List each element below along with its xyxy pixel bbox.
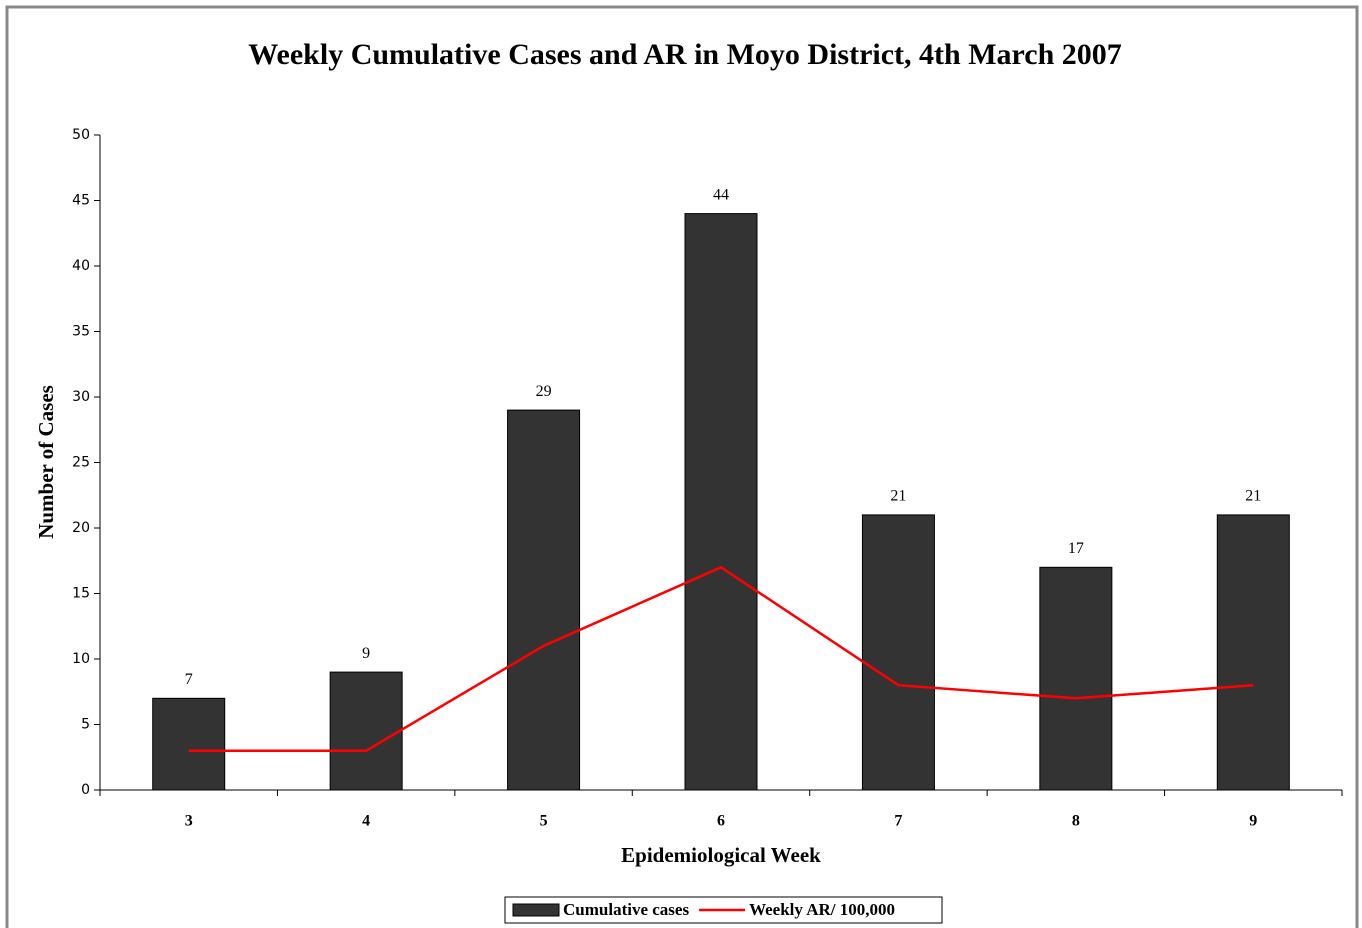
y-tick-label: 15 <box>72 586 90 602</box>
legend-label: Weekly AR/ 100,000 <box>749 900 895 919</box>
data-label: 17 <box>1068 540 1084 557</box>
bar <box>507 409 581 791</box>
x-axis-label: Epidemiological Week <box>621 843 821 867</box>
data-label: 21 <box>890 488 906 505</box>
chart-frame <box>5 5 1359 928</box>
y-tick-label: 35 <box>72 324 90 340</box>
x-tick-label: 7 <box>894 813 902 830</box>
y-tick-label: 30 <box>72 389 90 405</box>
bar <box>684 213 758 791</box>
x-tick-label: 9 <box>1249 813 1257 830</box>
y-tick-label: 20 <box>72 520 90 536</box>
y-axis-label: Number of Cases <box>34 385 58 539</box>
x-tick-label: 3 <box>185 813 193 830</box>
x-tick-label: 4 <box>362 813 370 830</box>
bar <box>861 514 935 791</box>
y-tick-label: 5 <box>81 717 90 733</box>
bar <box>1039 566 1113 791</box>
data-label: 44 <box>713 186 729 203</box>
x-tick-label: 6 <box>717 813 725 830</box>
chart-title: Weekly Cumulative Cases and AR in Moyo D… <box>248 38 1122 71</box>
y-tick-label: 0 <box>81 782 90 798</box>
bar <box>329 671 403 791</box>
data-label: 9 <box>362 645 370 662</box>
y-tick-label: 45 <box>72 193 90 209</box>
y-tick-label: 25 <box>72 455 90 471</box>
y-tick-label: 40 <box>72 258 90 274</box>
line <box>188 565 1254 752</box>
bar <box>1216 514 1290 791</box>
data-label: 29 <box>536 383 552 400</box>
x-tick-label: 8 <box>1072 813 1080 830</box>
x-tick-label: 5 <box>540 813 548 830</box>
y-tick-label: 50 <box>72 127 90 143</box>
data-label: 21 <box>1245 488 1261 505</box>
legend-label: Cumulative cases <box>563 900 689 919</box>
bar <box>152 697 226 791</box>
y-tick-label: 10 <box>72 651 90 667</box>
data-label: 7 <box>185 671 193 688</box>
legend-swatch <box>512 903 560 917</box>
